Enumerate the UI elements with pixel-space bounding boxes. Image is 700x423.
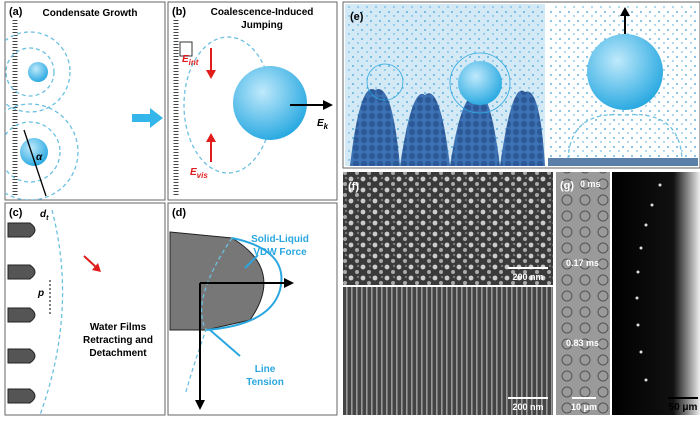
panel-title: Condensate Growth [42,8,137,19]
droplet [233,66,307,140]
micrograph-strip [556,172,610,415]
dot [637,271,640,274]
figure: (a) Condensate Growth α (b) Coalescence-… [0,0,700,418]
force-label: Solid-Liquid [251,234,309,245]
probe [8,389,35,403]
dot [645,224,648,227]
dot [645,379,648,382]
force-label: VDW Force [253,247,307,258]
caption: Retracting and [83,335,153,346]
trajectory-image [612,172,700,415]
panel-title: Jumping [241,20,283,31]
tension-label: Tension [246,377,284,388]
dot [640,351,643,354]
scale-label: 10 μm [571,402,597,412]
droplet [28,62,48,82]
probe [8,308,35,322]
subscript: int [189,58,199,67]
panel-label: (d) [172,207,186,219]
panel-title: Coalescence-Induced [211,7,314,18]
dot [637,324,640,327]
panel-label: (f) [348,181,359,193]
pitch-label: p [37,288,44,299]
panel-label: (a) [9,6,23,18]
probe [8,223,35,237]
dot [659,184,662,187]
panel-label: (c) [9,207,23,219]
subscript: k [324,122,329,131]
angle-symbol: α [36,152,43,163]
dot [651,204,654,207]
dot [636,297,639,300]
caption: Water Films [90,322,147,333]
time-label: 0.83 ms [566,338,599,348]
tension-label: Line [255,364,276,375]
probe [8,349,35,363]
substrate [548,158,698,166]
time-label: 0 ms [580,179,601,189]
droplet [587,34,663,110]
scale-label: 50 μm [669,402,698,413]
time-label: 0.17 ms [566,258,599,268]
panel-frame [5,2,165,200]
scale-label: 200 nm [512,272,543,282]
droplet [458,61,502,105]
subscript: vis [197,171,209,180]
panel-label: (b) [172,6,186,18]
dot [640,247,643,250]
panel-label: (e) [350,11,364,23]
panel-label: (g) [560,180,574,192]
scale-label: 200 nm [512,402,543,412]
sem-side-view [343,287,553,415]
caption: Detachment [89,348,147,359]
probe [8,265,35,279]
